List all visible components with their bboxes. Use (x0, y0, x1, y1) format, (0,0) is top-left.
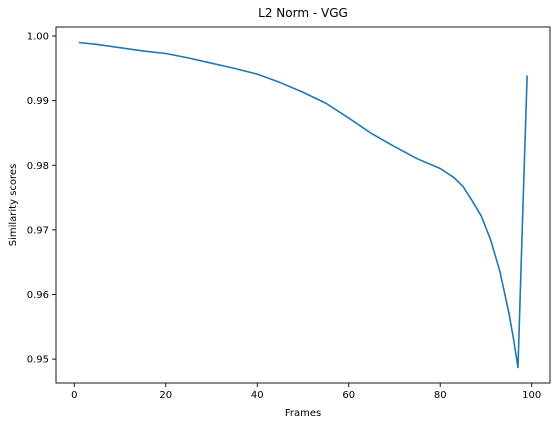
y-tick-label: 1.00 (27, 32, 49, 43)
x-tick-label: 60 (342, 390, 355, 401)
plot-frame (55, 26, 551, 384)
y-tick-label: 0.98 (27, 161, 49, 172)
x-tick-label: 40 (251, 390, 264, 401)
chart-title: L2 Norm - VGG (258, 6, 348, 20)
x-tick-label: 20 (159, 390, 172, 401)
plot-area: 0 20 40 60 80 100 0.95 0.96 0.97 0.98 0.99 1.00 (27, 26, 551, 401)
y-axis-label: Similarity scores (8, 164, 19, 247)
y-tick-label: 0.95 (27, 355, 49, 366)
y-tick-label: 0.96 (27, 290, 49, 301)
y-tick-label: 0.99 (27, 96, 49, 107)
y-tick-label: 0.97 (27, 225, 49, 236)
x-tick-label: 0 (71, 390, 77, 401)
x-tick-label: 100 (522, 390, 541, 401)
series-line-0 (78, 41, 528, 369)
x-tick-label: 80 (434, 390, 447, 401)
x-axis-label: Frames (285, 408, 321, 419)
